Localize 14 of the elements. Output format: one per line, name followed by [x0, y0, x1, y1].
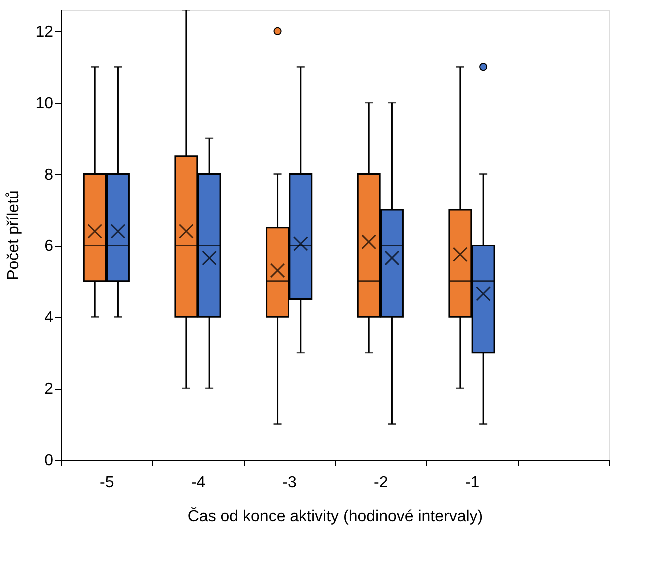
y-tick-label: 10	[36, 95, 54, 112]
y-tick-label: 12	[36, 24, 54, 41]
y-tick-label: 0	[44, 452, 54, 470]
x-tick-label: -2	[374, 474, 388, 492]
y-tick-label: 2	[44, 381, 54, 398]
x-tick-label: -5	[100, 474, 114, 492]
x-tick-label: -1	[465, 474, 480, 492]
y-axis-title: Počet příletů	[6, 190, 23, 280]
y-tick-label: 4	[44, 310, 54, 327]
y-tick-label: 6	[44, 238, 54, 256]
x-tick-label: -3	[282, 474, 298, 492]
y-tick-label: 8	[44, 166, 54, 184]
x-tick-label: -4	[191, 474, 206, 492]
x-axis-title: Čas od konce aktivity (hodinové intervaly)	[188, 508, 484, 526]
